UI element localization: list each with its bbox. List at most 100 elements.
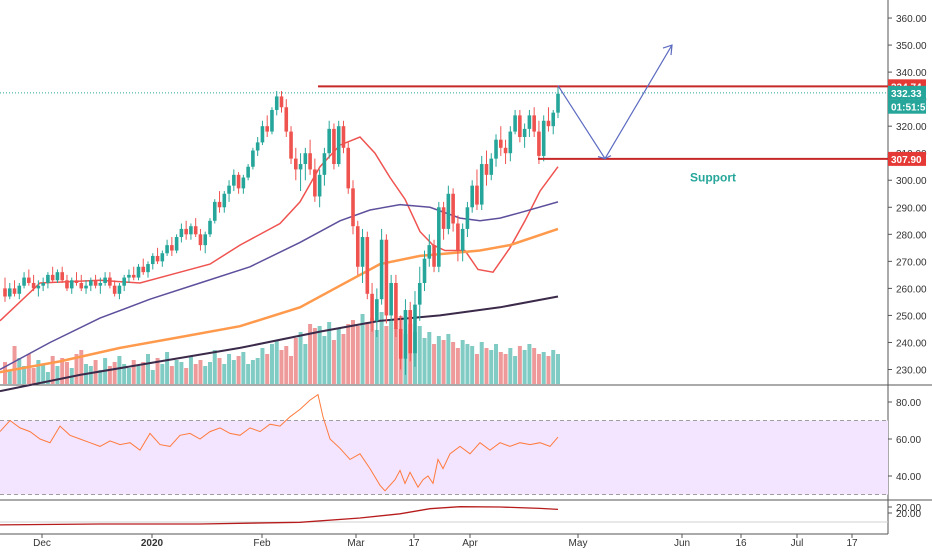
volume-bar [241,352,246,384]
x-tick-label: Dec [33,538,51,549]
candle-body [179,228,184,238]
candle-body [274,96,279,110]
volume-bar [289,356,294,384]
candle-body [255,142,260,151]
volume-bar [508,348,513,384]
volume-bar [179,362,184,384]
volume-bar [393,328,398,384]
volume-bar [227,354,232,384]
candle-body [370,293,374,321]
volume-bar [7,370,12,384]
candle-body [198,234,203,246]
candle-body [7,288,12,297]
candle-body [160,253,165,262]
y-tick-label: 340.00 [896,68,927,79]
rsi-y-tick-label: 40.00 [896,472,921,483]
candle-body [136,266,141,278]
volume-bar [355,326,360,384]
candle-body [289,131,293,159]
candle-body [251,150,255,167]
x-tick-label: Mar [347,538,365,549]
candle-body [513,115,517,132]
candle-body [479,164,484,205]
y-tick-label: 290.00 [896,203,927,214]
support-annotation: Support [690,170,736,184]
candle-body [184,228,188,235]
volume-bar [360,314,365,384]
y-tick-label: 300.00 [896,176,927,187]
candle-body [112,285,117,294]
volume-bar [212,350,217,384]
candle-body [98,282,103,286]
volume-bar [298,332,303,384]
y-tick-label: 230.00 [896,366,927,377]
volume-bar [265,354,270,384]
candle-body [131,274,136,278]
candle-body [108,277,112,286]
candle-body [313,169,317,197]
volume-bar [546,356,551,384]
arrow-vertex-icon [597,155,612,160]
volume-bar [122,364,127,384]
candle-body [270,109,274,132]
candle-body [127,274,131,278]
price-label-box [888,85,926,100]
candle-body [165,245,169,254]
volume-bar [88,366,93,384]
volume-bar [293,338,298,384]
candle-body [31,282,36,289]
volume-bar [389,320,394,384]
x-tick-label: 2020 [141,538,164,549]
y-tick-label: 360.00 [896,14,927,25]
candle-body [384,239,389,316]
y-tick-label: 250.00 [896,311,927,322]
indicator-y-tick-label: 20.00 [896,503,921,514]
x-tick-label: Apr [462,538,478,549]
candle-body [265,126,269,132]
candle-body [79,282,84,289]
candle-body [518,115,522,137]
candle-body [189,226,193,235]
candle-body [522,128,527,137]
volume-bar [17,358,22,384]
rsi-y-tick-label: 20.00 [896,509,921,520]
candle-body [327,128,331,154]
volume-bar [107,366,112,384]
volume-bar [250,360,255,384]
y-tick-label: 350.00 [896,41,927,52]
y-tick-label: 320.00 [896,122,927,133]
candle-body [41,282,45,286]
rsi-line [0,393,559,492]
candle-body [375,299,379,321]
candle-body [498,139,503,148]
candle-body [22,277,26,286]
volume-bar [379,312,384,384]
candle-body [398,328,403,359]
candle-body [227,185,231,194]
volume-bar [231,360,236,384]
volume-bar [370,318,375,384]
volume-bar [274,340,279,384]
volume-bar [498,352,503,384]
volume-bar [193,364,198,384]
candle-body [365,237,370,294]
candle-body [460,228,465,251]
volume-bar [136,366,141,384]
candle-body [141,266,146,273]
volume-bar [532,348,537,384]
volume-bar [131,360,136,384]
volume-bar [551,350,556,384]
candle-body [484,164,489,175]
candle-body [246,166,250,178]
volume-bar [336,328,341,384]
volume-bar [427,332,432,384]
candle-body [308,153,312,170]
volume-bar [365,322,370,384]
candle-body [475,185,479,205]
candle-body [389,282,393,316]
candle-body [422,258,427,283]
volume-bar [112,362,117,384]
candle-body [294,158,298,170]
candle-body [322,153,327,175]
volume-bar [436,336,441,384]
